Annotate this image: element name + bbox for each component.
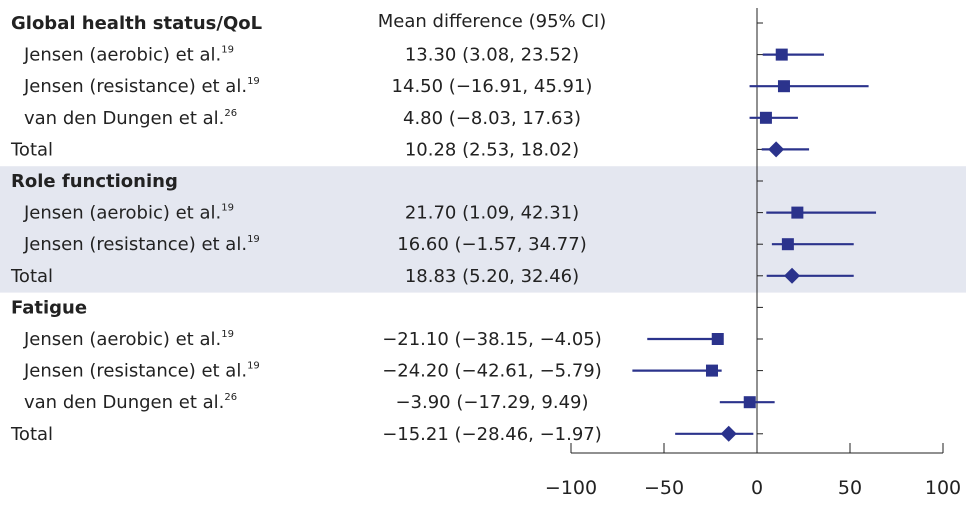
x-axis: −100 −50 0 50 100 bbox=[545, 8, 961, 499]
reference-superscript: 19 bbox=[221, 203, 234, 214]
group-heading: Fatigue bbox=[11, 297, 87, 318]
reference-superscript: 19 bbox=[247, 76, 260, 87]
group-band-1 bbox=[0, 166, 966, 293]
data-marks bbox=[632, 48, 877, 442]
ci-value: 4.80 (−8.03, 17.63) bbox=[403, 108, 581, 129]
ci-column-header: Mean difference (95% CI) bbox=[378, 11, 607, 32]
study-label-text: Jensen (resistance) et al. bbox=[23, 234, 247, 255]
ci-value: −24.20 (−42.61, −5.79) bbox=[382, 361, 602, 382]
total-label: Total bbox=[10, 139, 53, 160]
ci-value: 10.28 (2.53, 18.02) bbox=[405, 139, 579, 160]
study-label-text: Jensen (aerobic) et al. bbox=[23, 329, 221, 350]
study-label: van den Dungen et al.26 bbox=[24, 392, 237, 413]
study-label-text: Jensen (aerobic) et al. bbox=[23, 203, 221, 224]
x-tick-label: 0 bbox=[751, 477, 763, 499]
ci-value: −3.90 (−17.29, 9.49) bbox=[395, 392, 588, 413]
pooled-estimate-diamond bbox=[720, 425, 737, 442]
ci-value: 21.70 (1.09, 42.31) bbox=[405, 203, 579, 224]
x-tick-label: 50 bbox=[838, 477, 862, 499]
pooled-estimate-diamond bbox=[768, 141, 785, 158]
row-labels: Global health status/QoL Jensen (aerobic)… bbox=[10, 13, 262, 445]
ci-value: 18.83 (5.20, 32.46) bbox=[405, 266, 579, 287]
study-label-text: Jensen (resistance) et al. bbox=[23, 76, 247, 97]
study-label: van den Dungen et al.26 bbox=[24, 108, 237, 129]
reference-superscript: 19 bbox=[247, 234, 260, 245]
study-label: Jensen (resistance) et al.19 bbox=[23, 361, 260, 382]
total-label: Total bbox=[10, 266, 53, 287]
ci-value: −21.10 (−38.15, −4.05) bbox=[382, 329, 602, 350]
study-label-text: van den Dungen et al. bbox=[24, 108, 224, 129]
x-tick-label: −100 bbox=[545, 477, 597, 499]
group-heading: Role functioning bbox=[11, 171, 178, 192]
ci-value: 16.60 (−1.57, 34.77) bbox=[397, 234, 586, 255]
point-estimate-square bbox=[711, 333, 724, 345]
point-estimate-square bbox=[781, 238, 794, 251]
study-label: Jensen (aerobic) et al.19 bbox=[23, 45, 234, 66]
group-heading: Global health status/QoL bbox=[11, 13, 262, 34]
ci-column: Mean difference (95% CI) 13.30 (3.08, 23… bbox=[378, 11, 607, 445]
study-label: Jensen (aerobic) et al.19 bbox=[23, 203, 234, 224]
study-label: Jensen (resistance) et al.19 bbox=[23, 76, 260, 97]
point-estimate-square bbox=[775, 48, 788, 61]
ci-value: 13.30 (3.08, 23.52) bbox=[405, 45, 579, 66]
point-estimate-square bbox=[759, 111, 772, 124]
study-label: Jensen (resistance) et al.19 bbox=[23, 234, 260, 255]
point-estimate-square bbox=[791, 206, 804, 219]
x-tick-label: 100 bbox=[925, 477, 961, 499]
point-estimate-square bbox=[743, 396, 756, 409]
study-label-text: van den Dungen et al. bbox=[24, 392, 224, 413]
reference-superscript: 26 bbox=[224, 108, 237, 119]
group-bands bbox=[0, 166, 966, 293]
reference-superscript: 19 bbox=[247, 361, 260, 372]
x-tick-label: −50 bbox=[644, 477, 684, 499]
reference-superscript: 19 bbox=[221, 329, 234, 340]
point-estimate-square bbox=[705, 364, 718, 377]
reference-superscript: 26 bbox=[224, 392, 237, 403]
total-label: Total bbox=[10, 424, 53, 445]
ci-value: 14.50 (−16.91, 45.91) bbox=[392, 76, 593, 97]
study-label-text: Jensen (resistance) et al. bbox=[23, 361, 247, 382]
point-estimate-square bbox=[777, 80, 790, 93]
ci-value: −15.21 (−28.46, −1.97) bbox=[382, 424, 602, 445]
pooled-estimate-diamond bbox=[784, 267, 801, 284]
study-label-text: Jensen (aerobic) et al. bbox=[23, 45, 221, 66]
reference-superscript: 19 bbox=[221, 45, 234, 56]
study-label: Jensen (aerobic) et al.19 bbox=[23, 329, 234, 350]
